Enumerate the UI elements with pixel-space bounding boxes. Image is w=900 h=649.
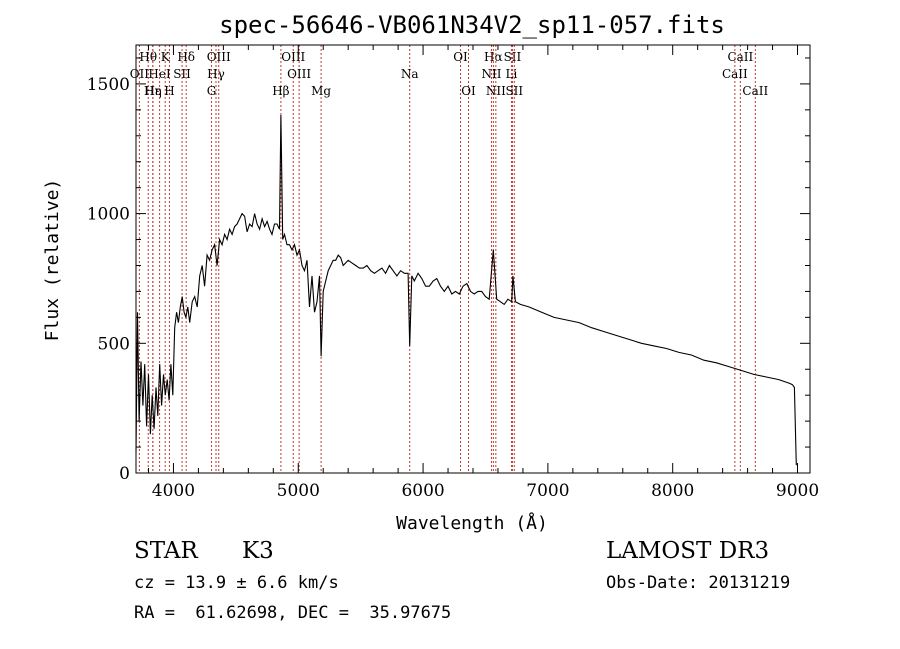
x-tick-label-5: 9000 [776, 481, 819, 501]
line-label-2-6: OI [461, 84, 476, 98]
plot-frame [135, 44, 811, 474]
x-tick-label-4: 8000 [651, 481, 694, 501]
line-label-2-8: SII [505, 84, 523, 98]
coordinates-text: RA = 61.62698, DEC = 35.97675 [134, 603, 452, 623]
line-label-1-2: SII [173, 67, 191, 81]
line-label-2-9: CaII [742, 84, 768, 98]
y-tick-label-3: 1500 [87, 75, 130, 95]
line-label-0-6: Hα [484, 50, 503, 64]
obs-date-text: Obs-Date: 20131219 [606, 573, 791, 593]
line-label-0-8: CaII [727, 50, 753, 64]
line-label-1-5: Na [401, 67, 419, 81]
object-class: STAR [134, 538, 198, 564]
line-label-2-7: NII [486, 84, 506, 98]
redshift-text: cz = 13.9 ± 6.6 km/s [134, 573, 339, 593]
line-label-0-3: OIII [207, 50, 231, 64]
line-label-1-7: Li [506, 67, 518, 81]
axis-ticks: 4000 5000 6000 7000 8000 9000 0 500 1000 1500 [87, 45, 819, 501]
x-tick-label-2: 6000 [401, 481, 444, 501]
y-tick-label-1: 500 [98, 334, 130, 354]
x-tick-label-1: 5000 [277, 481, 320, 501]
x-axis-label: Wavelength (Å) [396, 512, 548, 534]
line-label-0-5: OI [453, 50, 468, 64]
y-tick-label-0: 0 [119, 464, 130, 484]
line-label-0-4: OIII [281, 50, 305, 64]
line-label-2-2: H [164, 84, 174, 98]
object-subclass: K3 [242, 538, 274, 564]
line-label-1-6: NII [481, 67, 501, 81]
chart-title: spec-56646-VB061N34V2_sp11-057.fits [219, 11, 725, 39]
y-axis-label: Flux (relative) [42, 179, 63, 342]
line-label-0-2: Hδ [177, 50, 195, 64]
line-label-2-1: Hη [144, 84, 162, 98]
line-label-0-0: Hθ [139, 50, 157, 64]
line-label-2-4: Hβ [272, 84, 289, 98]
line-label-0-1: K [161, 50, 171, 64]
line-label-1-4: OIII [287, 67, 311, 81]
flux-series-line [135, 114, 797, 466]
line-label-1-3: Hγ [207, 67, 225, 81]
x-tick-label-3: 7000 [526, 481, 569, 501]
line-label-0-7: SII [504, 50, 522, 64]
line-label-1-0: OII [130, 67, 150, 81]
x-tick-label-0: 4000 [152, 481, 195, 501]
y-tick-label-2: 1000 [87, 205, 130, 225]
survey-label: LAMOST DR3 [606, 538, 770, 564]
line-label-1-1: HeI [148, 67, 171, 81]
line-label-1-8: CaII [722, 67, 748, 81]
line-label-2-3: G [207, 84, 217, 98]
line-label-2-5: Mg [311, 84, 331, 98]
